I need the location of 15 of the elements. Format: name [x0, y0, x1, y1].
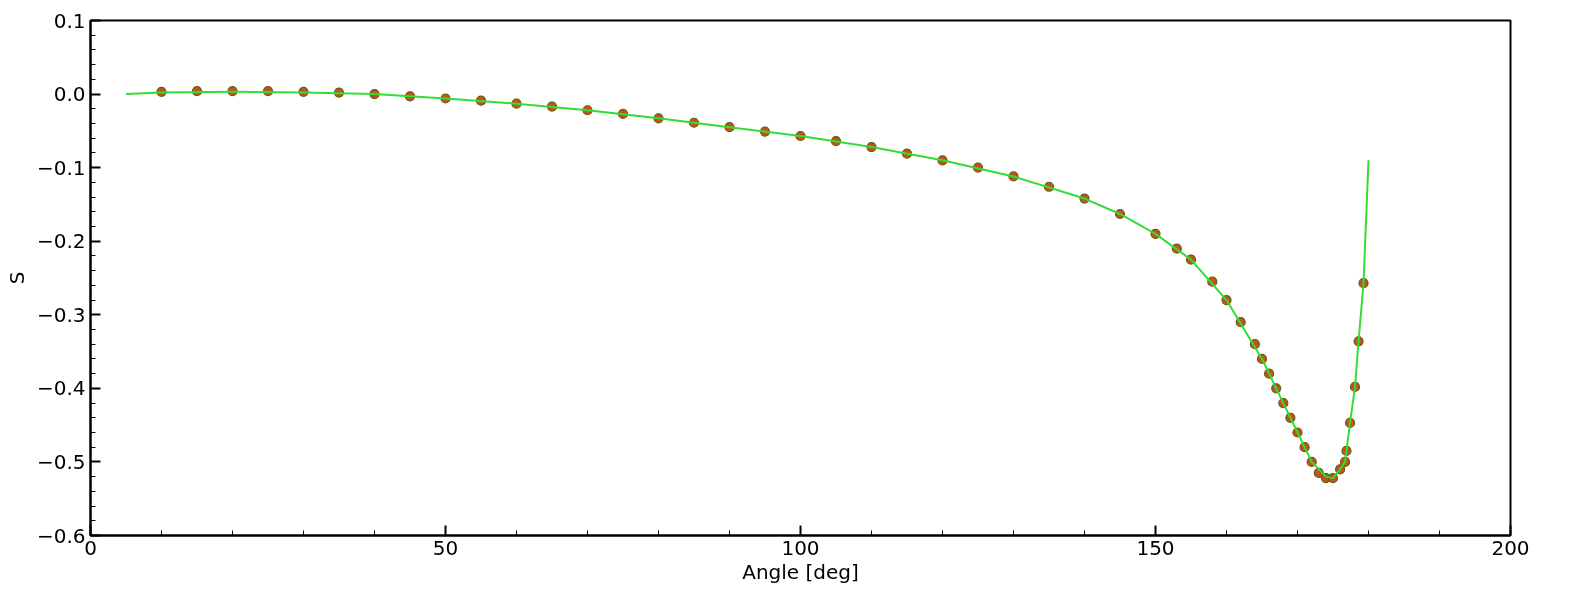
y-tick-label: 0.0	[53, 82, 86, 107]
y-tick-label: −0.4	[36, 376, 86, 401]
y-tick-label: −0.5	[36, 449, 86, 474]
x-tick-label: 150	[1136, 535, 1175, 560]
x-tick-label: 50	[432, 535, 459, 560]
y-tick-label: −0.6	[36, 523, 86, 548]
x-axis-title: Angle [deg]	[742, 559, 859, 584]
y-tick-label: −0.1	[36, 155, 86, 180]
y-axis-title: S	[4, 271, 29, 285]
y-tick-label: −0.2	[36, 229, 86, 254]
y-tick-label: −0.3	[36, 302, 86, 327]
x-tick-label: 0	[84, 535, 97, 560]
y-tick-label: 0.1	[53, 8, 86, 33]
x-tick-label: 100	[781, 535, 820, 560]
x-tick-label: 200	[1491, 535, 1530, 560]
